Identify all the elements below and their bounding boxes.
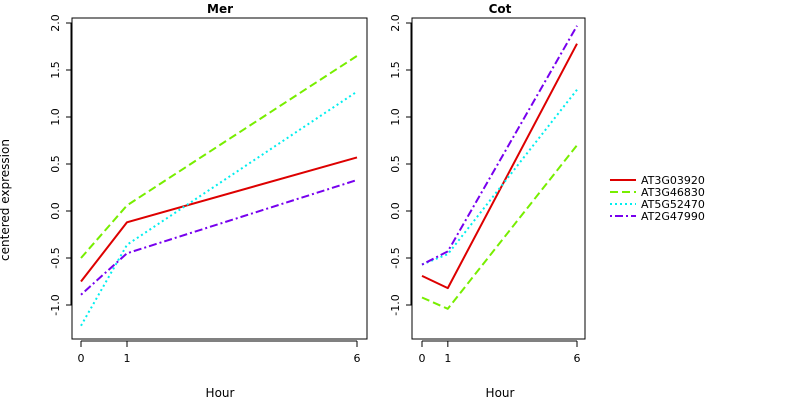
series-line — [80, 55, 358, 259]
y-tick-label: -0.5 — [389, 247, 402, 268]
legend: AT3G03920 AT3G46830 AT5G52470 AT2G47990 — [610, 174, 705, 223]
legend-item: AT3G03920 — [610, 174, 705, 187]
x-tick-label: 6 — [354, 352, 361, 365]
y-tick-label: 0.5 — [49, 155, 62, 173]
x-axis-label: Hour — [206, 386, 235, 400]
y-tick-label: 1.0 — [389, 108, 402, 126]
y-tick-label: -1.0 — [49, 294, 62, 315]
legend-label: AT3G46830 — [641, 186, 705, 199]
x-axis-label: Hour — [486, 386, 515, 400]
legend-item: AT2G47990 — [610, 210, 705, 223]
legend-label: AT2G47990 — [641, 210, 705, 223]
y-tick-label: 1.0 — [49, 108, 62, 126]
panel-cot: Cot Hour -1.0 -0.5 0.0 0.5 1.0 1.5 2.0 0 1 6 — [389, 2, 586, 400]
panel-title: Cot — [489, 2, 512, 16]
x-tick-label: 0 — [419, 352, 426, 365]
panel-title: Mer — [207, 2, 233, 16]
series-line — [421, 89, 578, 266]
legend-item: AT5G52470 — [610, 198, 705, 211]
y-tick-label: 2.0 — [389, 14, 402, 32]
plot-frame — [71, 17, 368, 340]
y-tick-label: 0.0 — [49, 202, 62, 220]
legend-label: AT5G52470 — [641, 198, 705, 211]
series-line — [421, 25, 578, 266]
x-tick-label: 6 — [574, 352, 581, 365]
panel-mer: Mer Hour centered expression -1.0 -0.5 0.0… — [0, 2, 368, 400]
y-tick-label: -1.0 — [389, 294, 402, 315]
y-axis-label: centered expression — [0, 139, 12, 261]
x-tick-label: 0 — [78, 352, 85, 365]
series-line — [421, 144, 578, 310]
series-line — [80, 90, 358, 327]
series-line — [80, 156, 358, 283]
y-tick-label: -0.5 — [49, 247, 62, 268]
plot-frame — [411, 17, 586, 340]
x-tick-label: 1 — [124, 352, 131, 365]
series-line — [421, 43, 578, 290]
y-tick-label: 0.5 — [389, 155, 402, 173]
y-tick-label: 1.5 — [389, 61, 402, 79]
y-tick-label: 1.5 — [49, 61, 62, 79]
x-tick-label: 1 — [444, 352, 451, 365]
legend-item: AT3G46830 — [610, 186, 705, 199]
legend-label: AT3G03920 — [641, 174, 705, 187]
y-tick-label: 0.0 — [389, 202, 402, 220]
y-tick-label: 2.0 — [49, 14, 62, 32]
